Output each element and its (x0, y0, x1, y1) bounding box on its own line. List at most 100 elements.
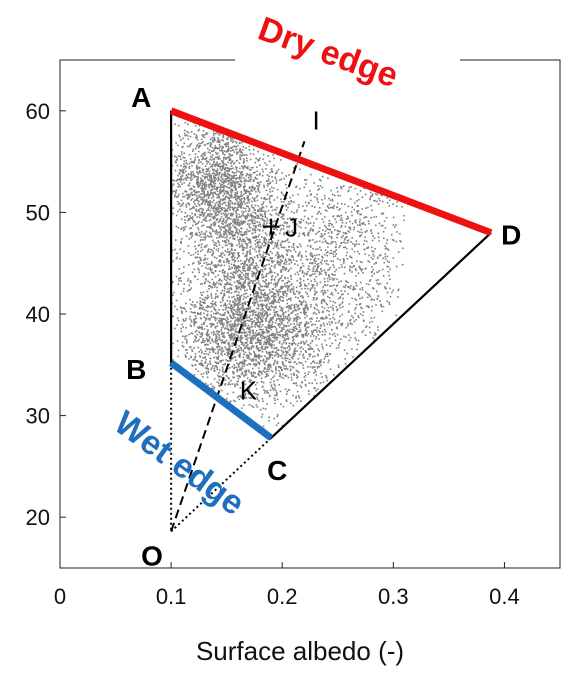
scatter-point (198, 204, 201, 207)
scatter-point (216, 237, 218, 239)
scatter-point (255, 311, 257, 313)
scatter-point (208, 149, 211, 151)
scatter-point (240, 334, 243, 337)
scatter-point (229, 237, 231, 239)
scatter-point (265, 339, 268, 341)
scatter-point (191, 194, 194, 197)
scatter-point (217, 205, 220, 207)
scatter-point (249, 251, 251, 253)
scatter-point (285, 295, 288, 297)
scatter-point (279, 309, 282, 312)
scatter-point (198, 159, 200, 162)
scatter-point (264, 408, 267, 410)
scatter-point (292, 242, 295, 245)
scatter-point (235, 195, 237, 197)
scatter-point (180, 179, 183, 181)
scatter-point (199, 145, 201, 147)
scatter-point (215, 151, 217, 154)
scatter-point (175, 225, 178, 228)
scatter-point (233, 334, 235, 337)
scatter-point (181, 153, 183, 156)
scatter-point (239, 167, 241, 170)
scatter-point (293, 248, 296, 251)
scatter-point (235, 171, 237, 174)
scatter-point (200, 196, 202, 199)
scatter-point (236, 380, 239, 383)
scatter-point (227, 176, 229, 178)
scatter-point (196, 326, 199, 329)
scatter-point (214, 182, 217, 185)
scatter-point (272, 334, 274, 337)
scatter-point (202, 291, 205, 294)
scatter-point (280, 322, 283, 325)
scatter-point (212, 271, 214, 274)
scatter-point (202, 188, 204, 191)
scatter-point (222, 160, 225, 162)
scatter-point (248, 187, 251, 189)
scatter-point (224, 341, 227, 343)
scatter-point (203, 239, 206, 241)
scatter-point (219, 265, 222, 267)
scatter-point (277, 293, 280, 295)
scatter-point (288, 258, 290, 260)
scatter-point (218, 379, 221, 381)
scatter-point (186, 352, 188, 354)
scatter-point (243, 396, 245, 398)
scatter-point (272, 236, 274, 239)
scatter-point (217, 138, 220, 141)
scatter-point (304, 313, 306, 315)
scatter-point (235, 198, 238, 200)
scatter-point (215, 231, 218, 233)
scatter-point (316, 282, 318, 285)
scatter-point (247, 210, 250, 212)
scatter-point (237, 186, 240, 188)
scatter-point (231, 233, 234, 236)
scatter-point (192, 359, 195, 361)
scatter-point (270, 241, 273, 244)
scatter-point (261, 334, 263, 336)
scatter-point (192, 311, 194, 314)
scatter-point (306, 330, 308, 333)
scatter-point (235, 267, 238, 270)
scatter-point (203, 246, 206, 248)
scatter-point (216, 333, 219, 335)
scatter-point (238, 354, 241, 356)
scatter-point (231, 138, 234, 140)
scatter-point (292, 382, 295, 384)
scatter-point (245, 192, 247, 194)
scatter-point (210, 293, 212, 295)
scatter-point (209, 225, 212, 228)
scatter-point (267, 366, 269, 369)
scatter-point (331, 342, 333, 345)
scatter-point (201, 323, 203, 326)
scatter-point (220, 353, 222, 355)
scatter-point (251, 264, 254, 266)
scatter-point (183, 152, 186, 155)
scatter-point (219, 322, 221, 324)
scatter-point (229, 177, 232, 180)
scatter-point (255, 246, 257, 248)
scatter-point (226, 230, 229, 233)
scatter-point (211, 286, 214, 289)
scatter-point (277, 256, 279, 258)
scatter-point (302, 296, 304, 299)
scatter-point (304, 360, 307, 363)
scatter-point (223, 175, 225, 177)
scatter-point (268, 325, 271, 328)
scatter-point (208, 206, 210, 208)
scatter-point (236, 384, 239, 386)
scatter-point (291, 328, 294, 331)
scatter-point (293, 351, 295, 353)
scatter-point (247, 200, 250, 202)
scatter-point (314, 366, 316, 368)
scatter-point (221, 181, 223, 183)
scatter-point (276, 313, 278, 315)
scatter-point (302, 219, 305, 222)
scatter-point (260, 218, 262, 220)
scatter-point (226, 186, 229, 189)
scatter-point (203, 272, 205, 275)
scatter-point (245, 231, 248, 233)
scatter-point (177, 349, 180, 352)
scatter-point (311, 273, 314, 275)
scatter-point (254, 197, 256, 200)
